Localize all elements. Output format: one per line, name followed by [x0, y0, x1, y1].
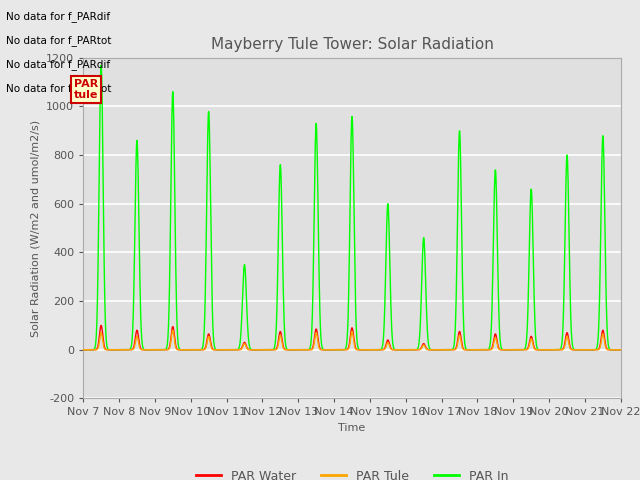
Text: No data for f_PARtot: No data for f_PARtot — [6, 35, 112, 46]
Text: No data for f_PARdif: No data for f_PARdif — [6, 59, 111, 70]
Text: PAR
tule: PAR tule — [74, 79, 98, 100]
Text: No data for f_PARtot: No data for f_PARtot — [6, 83, 112, 94]
X-axis label: Time: Time — [339, 423, 365, 433]
Title: Mayberry Tule Tower: Solar Radiation: Mayberry Tule Tower: Solar Radiation — [211, 37, 493, 52]
Text: No data for f_PARdif: No data for f_PARdif — [6, 11, 111, 22]
Y-axis label: Solar Radiation (W/m2 and umol/m2/s): Solar Radiation (W/m2 and umol/m2/s) — [31, 120, 40, 336]
Legend: PAR Water, PAR Tule, PAR In: PAR Water, PAR Tule, PAR In — [191, 465, 513, 480]
